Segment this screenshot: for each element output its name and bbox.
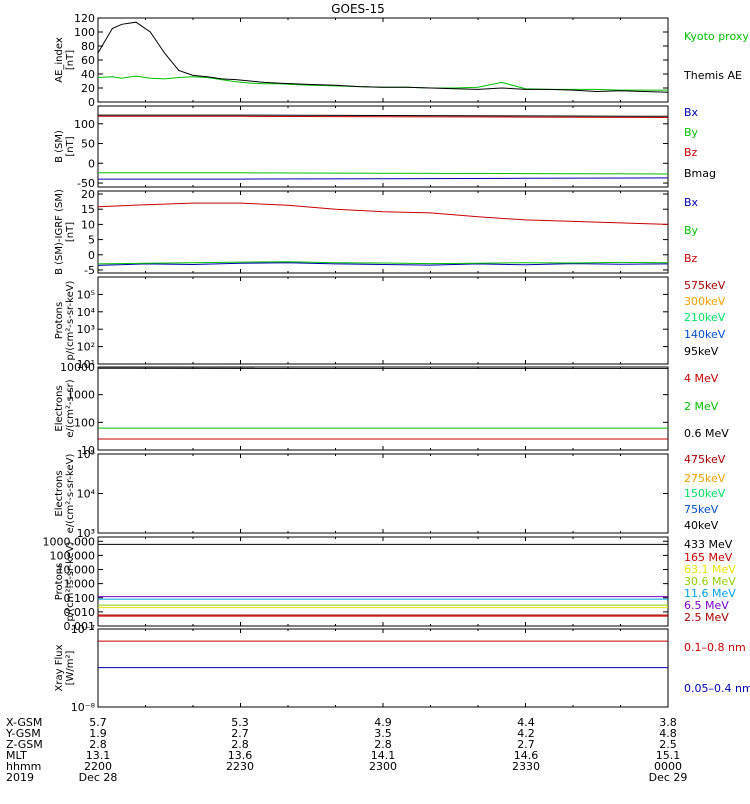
y-tick-label: 10²	[77, 341, 95, 354]
y-tick-label: 0	[88, 157, 95, 170]
legend-entry: 210keV	[684, 311, 726, 324]
y-tick-label: 50	[81, 138, 95, 151]
footer-value: Dec 28	[79, 771, 118, 784]
series-line-by	[98, 173, 668, 174]
legend-entry: Kyoto proxy AE	[684, 30, 750, 43]
y-axis-label: [nT]	[65, 222, 76, 242]
series-line-kyoto-proxy-ae	[98, 76, 668, 90]
plot-frame	[98, 454, 668, 533]
y-tick-label: 10000	[60, 361, 95, 374]
y-tick-label: 10⁴	[77, 488, 96, 501]
legend-entry: By	[684, 126, 699, 139]
y-axis-label: [nT]	[65, 50, 76, 70]
y-tick-label: 10⁵	[77, 288, 95, 301]
panel-xray: 10⁻⁸ 10⁻⁷ Xray Flux[W/m²] 0.1–0.8 nm 0.05–0.…	[54, 623, 750, 714]
y-tick-label: 60	[81, 54, 95, 67]
chart-title: GOES-15	[331, 2, 385, 16]
y-axis-label: p/(cm²-s-sr-keV)	[65, 280, 76, 360]
plot-frame	[98, 367, 668, 450]
panel-protons2: 0.0010.0100.1001.00010.000100.0001000.00…	[43, 535, 737, 633]
footer-value: Dec 29	[649, 771, 688, 784]
y-axis-label: Electrons	[54, 385, 65, 431]
plot-frame	[98, 106, 668, 187]
legend-entry: 300keV	[684, 295, 726, 308]
y-axis-label: Xray Flux	[54, 644, 65, 691]
y-tick-label: 120	[74, 12, 95, 25]
y-tick-label: 40	[81, 68, 95, 81]
legend-entry: 4 MeV	[684, 372, 719, 385]
legend-entry: 2.5 MeV	[684, 611, 729, 624]
legend-entry: 0.05–0.4 nm	[684, 682, 750, 695]
y-tick-label: 10⁻⁷	[71, 623, 95, 636]
legend-entry: 433 MeV	[684, 538, 733, 551]
legend-entry: 140keV	[684, 328, 726, 341]
plot-frame	[98, 537, 668, 626]
y-axis-label: B (SM)-IGRF (SM)	[54, 189, 65, 275]
y-tick-label: 10⁴	[77, 306, 96, 319]
y-tick-label: 10³	[77, 323, 95, 336]
legend-entry: Bz	[684, 252, 698, 265]
legend-entry: 95keV	[684, 345, 719, 358]
footer-row-label: 2019	[6, 771, 34, 784]
legend-entry: 40keV	[684, 519, 719, 532]
legend-entry: 150keV	[684, 487, 726, 500]
y-tick-label: -5	[84, 264, 95, 277]
legend-entry: Bx	[684, 106, 699, 119]
footer-value: 2300	[369, 760, 397, 773]
y-axis-label: p/(cm²-s-sr-keV)	[65, 541, 76, 621]
legend-entry: Bz	[684, 146, 698, 159]
legend-entry: 75keV	[684, 503, 719, 516]
y-axis-label: Electrons	[54, 470, 65, 516]
y-tick-label: 100	[74, 118, 95, 131]
legend-entry: 0.1–0.8 nm	[684, 641, 746, 654]
orbit-footer: X-GSMY-GSMZ-GSMMLThhmm20195.71.92.813.12…	[5, 716, 687, 784]
y-tick-label: 0	[88, 249, 95, 262]
y-tick-label: 100	[74, 26, 95, 39]
y-tick-label: 10⁻⁸	[71, 701, 96, 714]
legend-entry: 475keV	[684, 453, 726, 466]
y-tick-label: 15	[81, 203, 95, 216]
legend-entry: 575keV	[684, 279, 726, 292]
series-line-bz	[98, 203, 668, 224]
y-axis-label: [nT]	[65, 136, 76, 156]
y-tick-label: 0	[88, 96, 95, 109]
legend-entry: Bmag	[684, 167, 716, 180]
y-axis-label: Protons	[54, 563, 65, 600]
legend-entry: Bx	[684, 196, 699, 209]
y-tick-label: 100	[74, 416, 95, 429]
y-axis-label: e/(cm²-s-sr)	[65, 379, 76, 437]
y-axis-label: AE_index	[54, 37, 65, 83]
legend-entry: 0.6 MeV	[684, 427, 729, 440]
footer-value: 2330	[512, 760, 540, 773]
y-tick-label: 10⁵	[77, 448, 95, 461]
y-axis-label: Protons	[54, 302, 65, 339]
legend-entry: 2 MeV	[684, 400, 719, 413]
y-tick-label: 5	[88, 234, 95, 247]
y-axis-label: B (SM)	[54, 130, 65, 163]
footer-value: 2230	[226, 760, 254, 773]
y-axis-label: e/(cm²-s-sr-keV)	[65, 454, 76, 534]
y-tick-label: 80	[81, 40, 95, 53]
legend-entry: 275keV	[684, 472, 726, 485]
series-line-themis-ae	[98, 22, 668, 92]
legend-entry: By	[684, 224, 699, 237]
plot-frame	[98, 277, 668, 364]
legend-entry: Themis AE	[683, 69, 742, 82]
y-tick-label: 10	[81, 218, 95, 231]
y-tick-label: 20	[81, 82, 95, 95]
y-tick-label: 20	[81, 188, 95, 201]
y-axis-label: [W/m²]	[65, 650, 76, 685]
panel-bigrf: -5 0 5 10 15 20 B (SM)-IGRF (SM)[nT] Bx By Bz	[54, 188, 699, 277]
series-line-bx	[98, 178, 668, 179]
